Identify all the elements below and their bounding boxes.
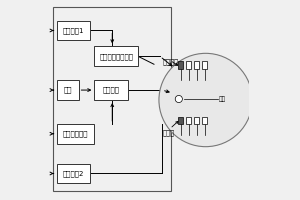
Circle shape	[175, 95, 182, 103]
FancyBboxPatch shape	[57, 21, 90, 40]
Text: 微过滤器: 微过滤器	[103, 87, 120, 93]
FancyBboxPatch shape	[178, 117, 183, 124]
Circle shape	[159, 53, 252, 147]
FancyBboxPatch shape	[57, 164, 90, 183]
FancyBboxPatch shape	[186, 117, 191, 124]
Text: 操控点样探针位置: 操控点样探针位置	[99, 53, 133, 60]
FancyBboxPatch shape	[94, 46, 138, 66]
FancyBboxPatch shape	[57, 124, 94, 144]
Text: 驱动探针1: 驱动探针1	[63, 27, 84, 34]
FancyBboxPatch shape	[202, 117, 207, 124]
FancyBboxPatch shape	[186, 61, 191, 69]
FancyBboxPatch shape	[178, 61, 183, 69]
FancyBboxPatch shape	[57, 80, 79, 100]
Text: 纳米: 纳米	[218, 96, 226, 102]
Text: 微电极: 微电极	[163, 129, 175, 136]
FancyBboxPatch shape	[194, 61, 199, 69]
Text: 操控微过滤器: 操控微过滤器	[63, 130, 88, 137]
Text: 点样探针: 点样探针	[163, 58, 179, 65]
Text: 驱动探针2: 驱动探针2	[63, 170, 84, 177]
FancyBboxPatch shape	[94, 80, 128, 100]
Text: 微泵: 微泵	[63, 87, 72, 93]
FancyBboxPatch shape	[194, 117, 199, 124]
FancyBboxPatch shape	[202, 61, 207, 69]
